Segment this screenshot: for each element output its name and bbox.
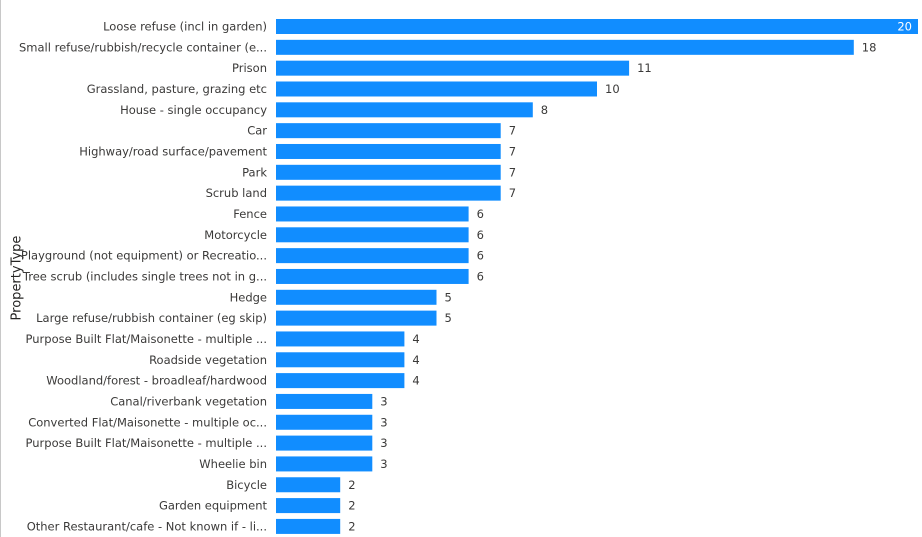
category-label: Tree scrub (includes single trees not in… <box>22 269 267 283</box>
category-label: Playground (not equipment) or Recreatio.… <box>21 249 267 263</box>
bar[interactable] <box>276 206 469 222</box>
value-labels-group: 20 18 11 10 8 7 7 7 7 6 6 6 6 5 5 4 4 4 3 3 3 3 2 2 2 <box>348 20 912 534</box>
bar[interactable] <box>276 352 405 368</box>
category-label: Wheelie bin <box>199 457 267 471</box>
data-label: 5 <box>445 290 452 304</box>
bar[interactable] <box>276 185 501 201</box>
category-label: Woodland/forest - broadleaf/hardwood <box>46 374 267 388</box>
category-label: Prison <box>232 61 267 75</box>
category-label: Canal/riverbank vegetation <box>110 394 267 408</box>
data-label: 4 <box>412 332 419 346</box>
category-label: Roadside vegetation <box>149 353 267 367</box>
data-label: 6 <box>477 207 484 221</box>
bar[interactable] <box>276 268 469 284</box>
category-label: Grassland, pasture, grazing etc <box>87 82 267 96</box>
data-label: 3 <box>380 415 387 429</box>
bar[interactable] <box>276 102 533 118</box>
category-label: Purpose Built Flat/Maisonette - multiple… <box>26 332 267 346</box>
category-label: Other Restaurant/cafe - Not known if - l… <box>27 519 267 533</box>
data-label: 7 <box>509 144 516 158</box>
data-label: 3 <box>380 394 387 408</box>
data-label: 3 <box>380 436 387 450</box>
data-label: 2 <box>348 499 355 513</box>
data-label: 5 <box>445 311 452 325</box>
category-label: Converted Flat/Maisonette - multiple oc.… <box>28 415 267 429</box>
category-label: Large refuse/rubbish container (eg skip) <box>36 311 267 325</box>
data-label: 2 <box>348 519 355 533</box>
category-label: Highway/road surface/pavement <box>79 144 267 158</box>
bar[interactable] <box>276 373 405 389</box>
data-label: 20 <box>897 20 912 34</box>
data-label: 8 <box>541 103 548 117</box>
data-label: 7 <box>509 186 516 200</box>
category-label: Park <box>242 165 267 179</box>
data-label: 10 <box>605 82 620 96</box>
data-label: 7 <box>509 165 516 179</box>
bar[interactable] <box>276 19 918 34</box>
bars-group <box>276 19 918 534</box>
bar[interactable] <box>276 60 630 76</box>
category-label: Loose refuse (incl in garden) <box>103 20 267 34</box>
bar[interactable] <box>276 414 373 430</box>
category-label: Purpose Built Flat/Maisonette - multiple… <box>26 436 267 450</box>
bar[interactable] <box>276 289 437 305</box>
data-label: 6 <box>477 269 484 283</box>
category-label: Scrub land <box>206 186 267 200</box>
bar[interactable] <box>276 331 405 347</box>
category-label: Hedge <box>230 290 267 304</box>
category-label: Garden equipment <box>159 499 268 513</box>
bar[interactable] <box>276 123 501 139</box>
category-label: Car <box>247 124 267 138</box>
category-label: Motorcycle <box>204 228 267 242</box>
bar[interactable] <box>276 164 501 180</box>
category-label: Fence <box>233 207 267 221</box>
category-label: Bicycle <box>226 478 267 492</box>
bar[interactable] <box>276 248 469 264</box>
bar[interactable] <box>276 143 501 159</box>
bar[interactable] <box>276 81 597 97</box>
bar[interactable] <box>276 518 341 534</box>
data-label: 3 <box>380 457 387 471</box>
bar[interactable] <box>276 435 373 451</box>
bar[interactable] <box>276 227 469 243</box>
data-label: 18 <box>862 40 877 54</box>
bar[interactable] <box>276 393 373 409</box>
data-label: 6 <box>477 228 484 242</box>
data-label: 4 <box>412 353 419 367</box>
data-label: 7 <box>509 124 516 138</box>
bar[interactable] <box>276 498 341 514</box>
data-label: 11 <box>637 61 652 75</box>
category-label: House - single occupancy <box>120 103 267 117</box>
bar[interactable] <box>276 310 437 326</box>
data-label: 2 <box>348 478 355 492</box>
bar[interactable] <box>276 39 854 55</box>
data-label: 6 <box>477 249 484 263</box>
category-labels-group: Loose refuse (incl in garden) Small refus… <box>19 20 267 534</box>
category-label: Small refuse/rubbish/recycle container (… <box>19 40 267 54</box>
bar[interactable] <box>276 456 373 472</box>
bar[interactable] <box>276 477 341 493</box>
data-label: 4 <box>412 374 419 388</box>
